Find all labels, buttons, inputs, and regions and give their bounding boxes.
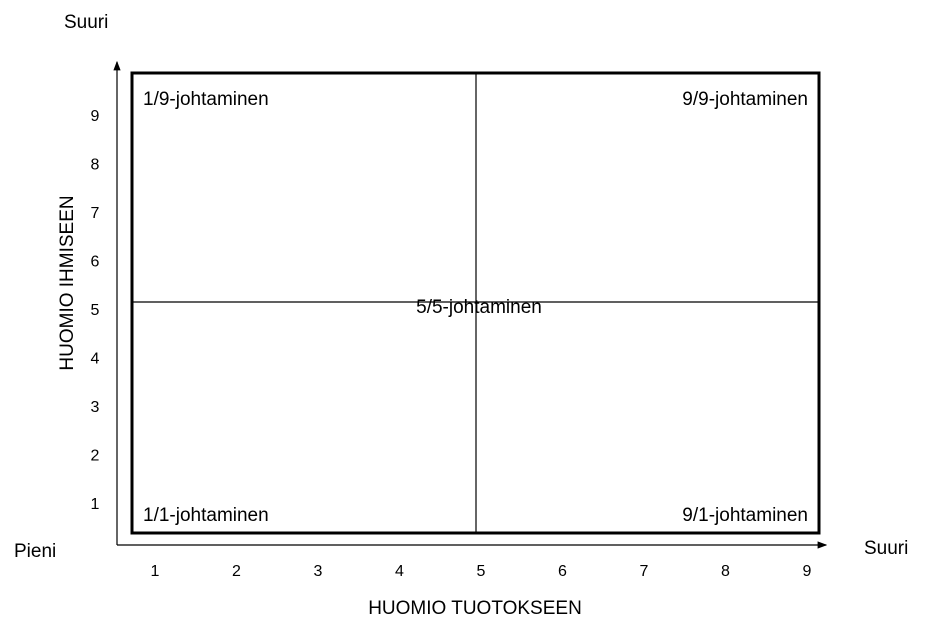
y-axis-high-label: Suuri — [64, 12, 108, 33]
quadrant-label-9-1: 9/1-johtaminen — [682, 505, 808, 526]
origin-low-label: Pieni — [14, 541, 56, 562]
quadrant-label-1-9: 1/9-johtaminen — [143, 89, 269, 110]
y-tick-label: 7 — [91, 205, 100, 222]
x-tick-label: 6 — [558, 563, 567, 580]
y-axis-title: HUOMIO IHMISEEN — [57, 195, 78, 370]
x-axis-title: HUOMIO TUOTOKSEEN — [368, 598, 582, 618]
quadrant-label-1-1: 1/1-johtaminen — [143, 505, 269, 526]
x-axis-high-label: Suuri — [864, 538, 908, 559]
quadrant-label-9-9: 9/9-johtaminen — [682, 89, 808, 110]
y-tick-label: 8 — [91, 157, 100, 174]
y-tick-label: 2 — [91, 448, 100, 465]
x-tick-label: 1 — [151, 563, 160, 580]
y-tick-label: 9 — [91, 108, 100, 125]
center-label-5-5: 5/5-johtaminen — [416, 297, 542, 318]
y-tick-label: 5 — [91, 302, 100, 319]
y-tick-label: 1 — [91, 496, 100, 513]
x-tick-label: 3 — [314, 563, 323, 580]
x-tick-labels: 1 2 3 4 5 6 7 8 9 — [151, 563, 812, 580]
x-tick-label: 8 — [721, 563, 730, 580]
x-tick-label: 9 — [803, 563, 812, 580]
y-tick-label: 3 — [91, 399, 100, 416]
x-tick-label: 4 — [395, 563, 404, 580]
x-tick-label: 2 — [232, 563, 241, 580]
y-tick-label: 6 — [91, 254, 100, 271]
y-tick-label: 4 — [91, 351, 100, 368]
y-tick-labels: 1 2 3 4 5 6 7 8 9 — [91, 108, 100, 513]
x-tick-label: 7 — [640, 563, 649, 580]
x-tick-label: 5 — [477, 563, 486, 580]
